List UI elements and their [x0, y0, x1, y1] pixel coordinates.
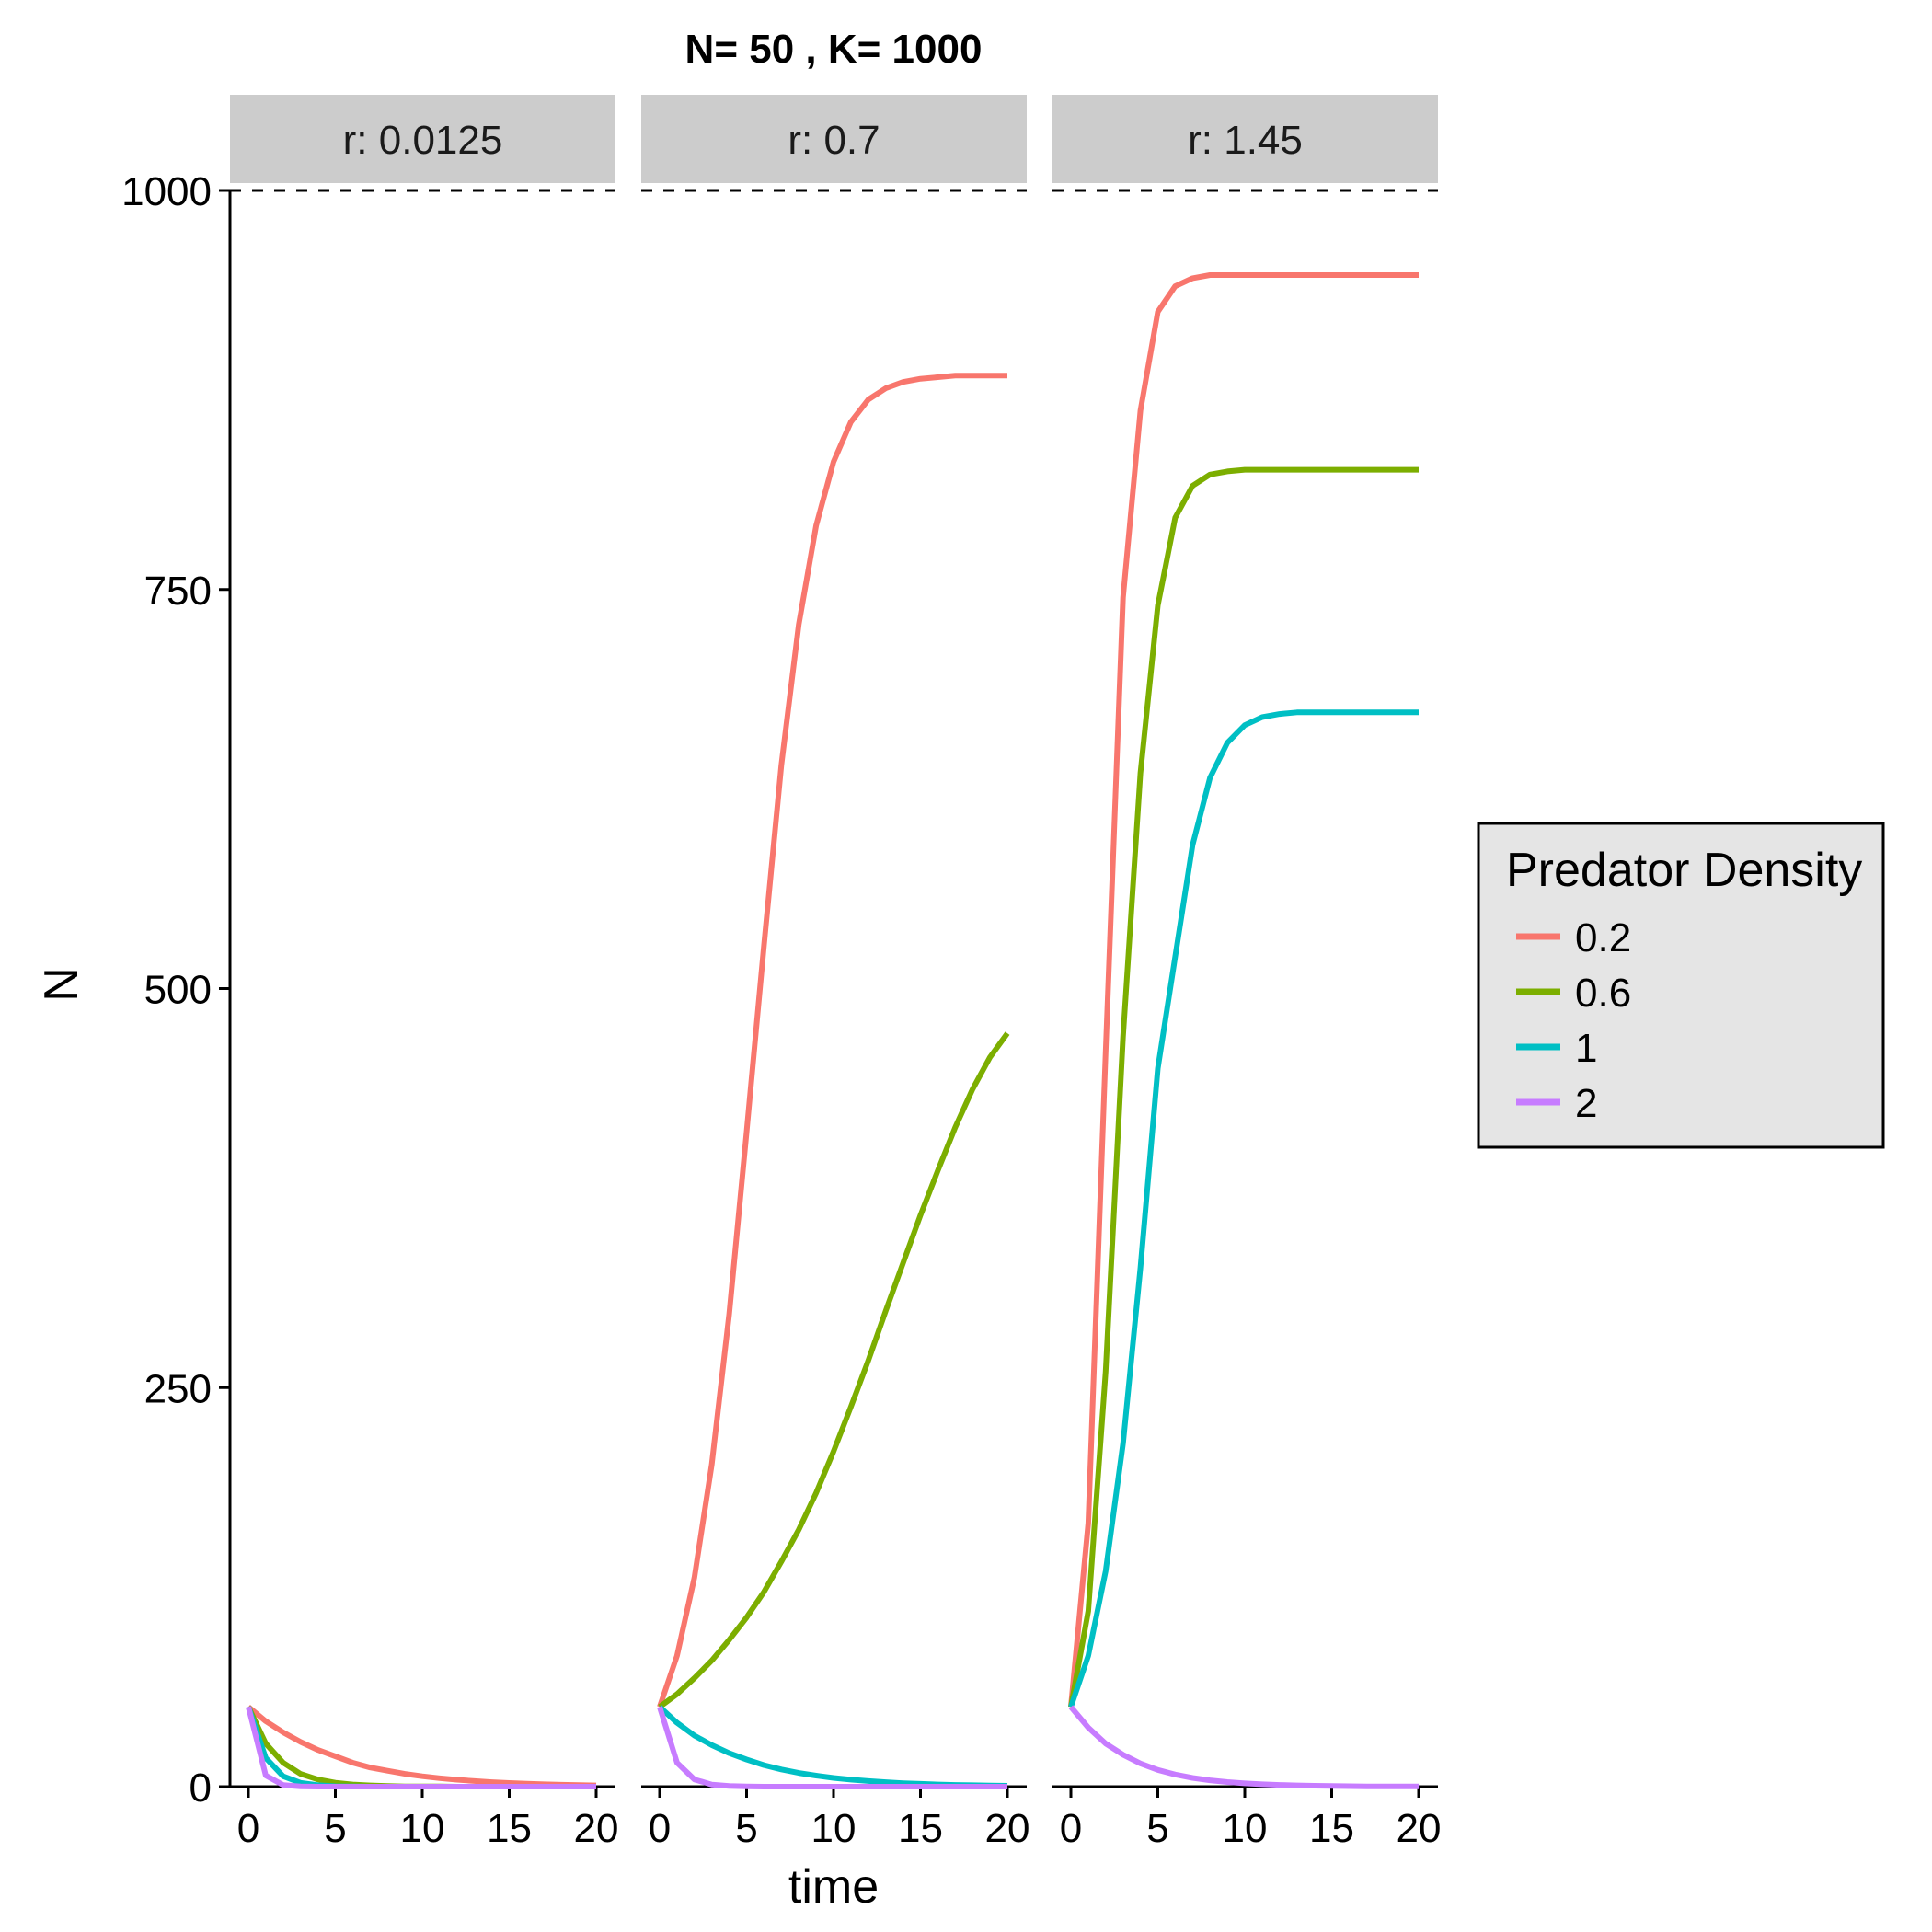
- facet-strip-label: r: 1.45: [1188, 118, 1303, 163]
- legend-box: [1477, 822, 1885, 1149]
- legend: Predator Density 0.2 0.6 1 2: [1477, 822, 1885, 1149]
- legend-entries: 0.2 0.6 1 2: [1516, 915, 1631, 1126]
- y-tick-label: 750: [144, 569, 212, 614]
- facet-strip: [641, 95, 1027, 183]
- y-axis: 0 250 500 750 1000: [121, 169, 232, 1811]
- series-line-0-6: [1068, 466, 1419, 1708]
- chart-title: N= 50 , K= 1000: [685, 27, 983, 72]
- x-tick-label: 20: [574, 1806, 619, 1851]
- facet-panel: r: 0.0125 0 5 10 15 20: [230, 95, 618, 1851]
- facet-strip-label: r: 0.7: [788, 118, 880, 163]
- legend-entry: 0.6: [1516, 971, 1631, 1016]
- x-tick-label: 15: [898, 1806, 943, 1851]
- x-tick-label: 0: [1060, 1806, 1082, 1851]
- legend-label: 2: [1575, 1081, 1597, 1126]
- x-tick-label: 20: [1397, 1806, 1442, 1851]
- x-tick-label: 5: [735, 1806, 757, 1851]
- series-line-2: [246, 1706, 596, 1789]
- x-tick-label: 0: [237, 1806, 259, 1851]
- series-line-2: [1068, 1705, 1419, 1789]
- x-tick-label: 15: [487, 1806, 532, 1851]
- facet-strip: [1052, 95, 1438, 183]
- facet-strip: [230, 95, 615, 183]
- x-tick-label: 15: [1309, 1806, 1354, 1851]
- x-tick-label: 0: [649, 1806, 671, 1851]
- legend-label: 1: [1575, 1026, 1597, 1071]
- legend-label: 0.6: [1575, 971, 1631, 1016]
- x-tick-label: 10: [1223, 1806, 1268, 1851]
- legend-title: Predator Density: [1506, 844, 1862, 897]
- legend-entry: 2: [1516, 1081, 1597, 1126]
- series-line-1: [1068, 709, 1419, 1708]
- legend-entry: 0.2: [1516, 915, 1631, 960]
- facet-strip-label: r: 0.0125: [343, 118, 503, 163]
- y-tick-label: 250: [144, 1366, 212, 1411]
- facet-panels: r: 0.0125 0 5 10 15 20 r: 0.7 0 5 10 15 20 r: 1.45 0 5…: [230, 95, 1441, 1851]
- series-line-0-6: [658, 1031, 1010, 1709]
- y-axis-title: N: [35, 967, 88, 1002]
- y-tick-label: 500: [144, 968, 212, 1013]
- series-line-0-2: [657, 373, 1007, 1708]
- x-tick-label: 10: [400, 1806, 445, 1851]
- x-tick-label: 20: [985, 1806, 1030, 1851]
- facet-panel: r: 1.45 0 5 10 15 20: [1052, 95, 1441, 1851]
- y-tick-label: 1000: [121, 169, 212, 214]
- x-tick-label: 5: [1146, 1806, 1168, 1851]
- series-line-1: [657, 1705, 1008, 1788]
- x-tick-label: 10: [811, 1806, 857, 1851]
- x-tick-label: 5: [324, 1806, 346, 1851]
- series-line-2: [657, 1706, 1007, 1789]
- x-axis-title: time: [788, 1860, 879, 1914]
- legend-label: 0.2: [1575, 915, 1631, 960]
- facet-panel: r: 0.7 0 5 10 15 20: [641, 95, 1029, 1851]
- y-tick-label: 0: [190, 1765, 212, 1811]
- legend-entry: 1: [1516, 1026, 1597, 1071]
- series-line-0-2: [1068, 272, 1419, 1708]
